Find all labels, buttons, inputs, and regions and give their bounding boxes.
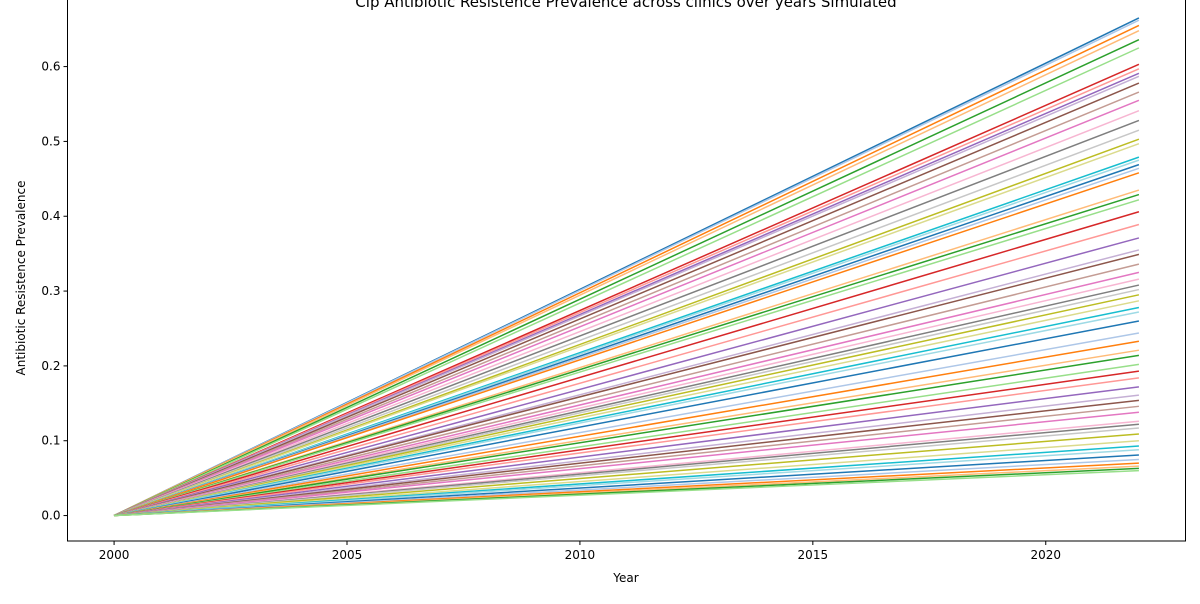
series-line-33	[113, 271, 1140, 517]
series-line-58	[114, 439, 1139, 517]
series-line-26	[113, 199, 1140, 517]
y-axis-ticks: 0.0 0.1 0.2 0.3 0.4 0.5 0.6	[41, 60, 68, 523]
series-line-29	[113, 237, 1140, 517]
series-line-28	[113, 223, 1140, 517]
y-tick-label: 0.5	[41, 134, 60, 148]
series-line-25	[113, 193, 1140, 517]
series-line-2	[113, 19, 1140, 517]
y-tick-label: 0.4	[41, 209, 60, 223]
series-line-52	[114, 405, 1139, 517]
x-tick-label: 2020	[1030, 548, 1061, 562]
x-tick-label: 2010	[565, 548, 596, 562]
series-line-43	[113, 340, 1140, 517]
series-line-40	[113, 311, 1140, 517]
series-line-27	[113, 211, 1140, 517]
series-line-38	[113, 300, 1140, 517]
y-tick-label: 0.6	[41, 60, 60, 74]
series-line-60	[114, 448, 1139, 517]
series-line-51	[113, 399, 1140, 517]
series-line-15	[113, 119, 1140, 517]
series-line-42	[113, 332, 1140, 517]
series-line-3	[113, 24, 1140, 517]
series-line-56	[114, 427, 1139, 517]
series-line-31	[113, 253, 1140, 517]
y-axis-label: Antibiotic Resistence Prevalence	[14, 181, 28, 376]
y-tick-label: 0.3	[41, 284, 60, 298]
series-line-44	[113, 349, 1140, 517]
series-line-41	[113, 320, 1140, 517]
series-line-23	[113, 172, 1140, 517]
series-line-5	[113, 38, 1140, 517]
plot-frame	[67, 0, 1186, 542]
series-line-45	[113, 354, 1140, 517]
y-tick-label: 0.1	[41, 434, 60, 448]
y-tick-label: 0.0	[41, 509, 60, 523]
x-tick-label: 2015	[798, 548, 829, 562]
series-line-37	[113, 294, 1140, 517]
series-line-57	[114, 433, 1139, 517]
series-line-10	[113, 75, 1140, 517]
series-line-47	[113, 370, 1140, 517]
series-line-14	[113, 110, 1140, 517]
series-line-13	[113, 99, 1140, 517]
series-line-48	[113, 377, 1140, 517]
series-line-49	[113, 386, 1140, 517]
series-layer	[113, 17, 1140, 517]
series-line-53	[114, 411, 1139, 517]
series-line-11	[113, 82, 1140, 517]
series-line-18	[113, 142, 1140, 517]
y-tick-label: 0.2	[41, 359, 60, 373]
series-line-12	[113, 91, 1140, 517]
x-axis-ticks: 2000 2005 2010 2015 2020	[99, 541, 1061, 562]
series-line-32	[113, 263, 1140, 517]
x-tick-label: 2005	[332, 548, 363, 562]
series-line-36	[113, 288, 1140, 517]
series-line-50	[113, 394, 1140, 517]
series-line-46	[113, 363, 1140, 517]
series-line-6	[113, 47, 1140, 517]
series-line-66	[114, 469, 1139, 517]
series-line-34	[113, 278, 1140, 517]
x-tick-label: 2000	[99, 548, 130, 562]
x-axis-label: Year	[612, 571, 638, 585]
series-line-4	[113, 29, 1140, 517]
series-line-16	[113, 129, 1140, 517]
chart-title: Cip Antibiotic Resistence Prevalence acr…	[355, 0, 896, 11]
